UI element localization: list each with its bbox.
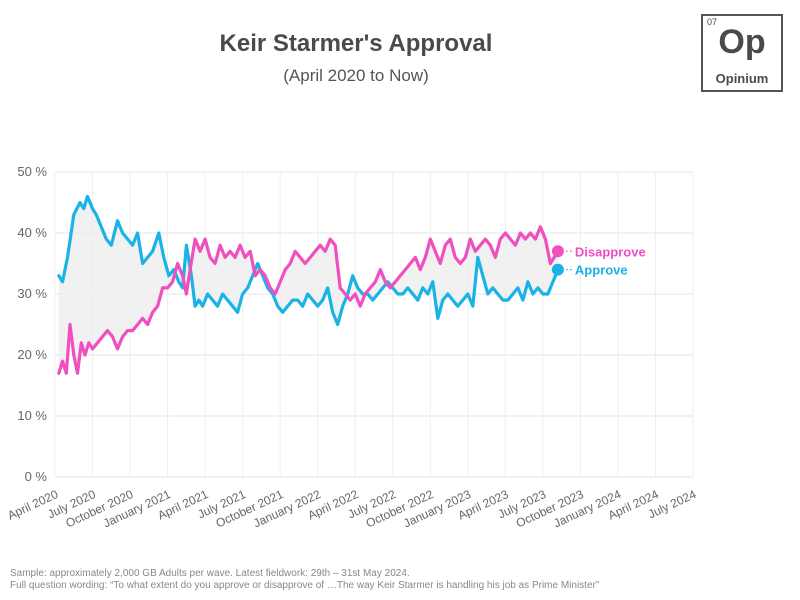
y-tick-label: 50 % [17, 164, 47, 179]
y-tick-label: 0 % [25, 469, 48, 484]
gap-shading [58, 196, 558, 374]
footer-question-wording: Full question wording: “To what extent d… [10, 580, 600, 591]
y-tick-label: 40 % [17, 225, 47, 240]
approve-series-line [57, 194, 560, 327]
disapprove-end-marker [551, 245, 564, 258]
y-tick-label: 10 % [17, 408, 47, 423]
y-tick-label: 30 % [17, 286, 47, 301]
disapprove-series-line [57, 225, 560, 375]
opinium-logo: 07 Op Opinium [701, 14, 783, 92]
logo-name: Opinium [715, 71, 769, 86]
logo-number: 07 [707, 17, 718, 27]
approve-end-label: Approve [575, 263, 628, 278]
footer-sample-note: Sample: approximately 2,000 GB Adults pe… [10, 568, 410, 579]
approve-end-marker [551, 263, 564, 276]
page-subtitle: (April 2020 to Now) [283, 66, 429, 85]
y-tick-label: 20 % [17, 347, 47, 362]
logo-symbol: Op [718, 23, 766, 61]
disapprove-end-label: Disapprove [575, 244, 646, 259]
page-title: Keir Starmer's Approval [219, 30, 493, 57]
